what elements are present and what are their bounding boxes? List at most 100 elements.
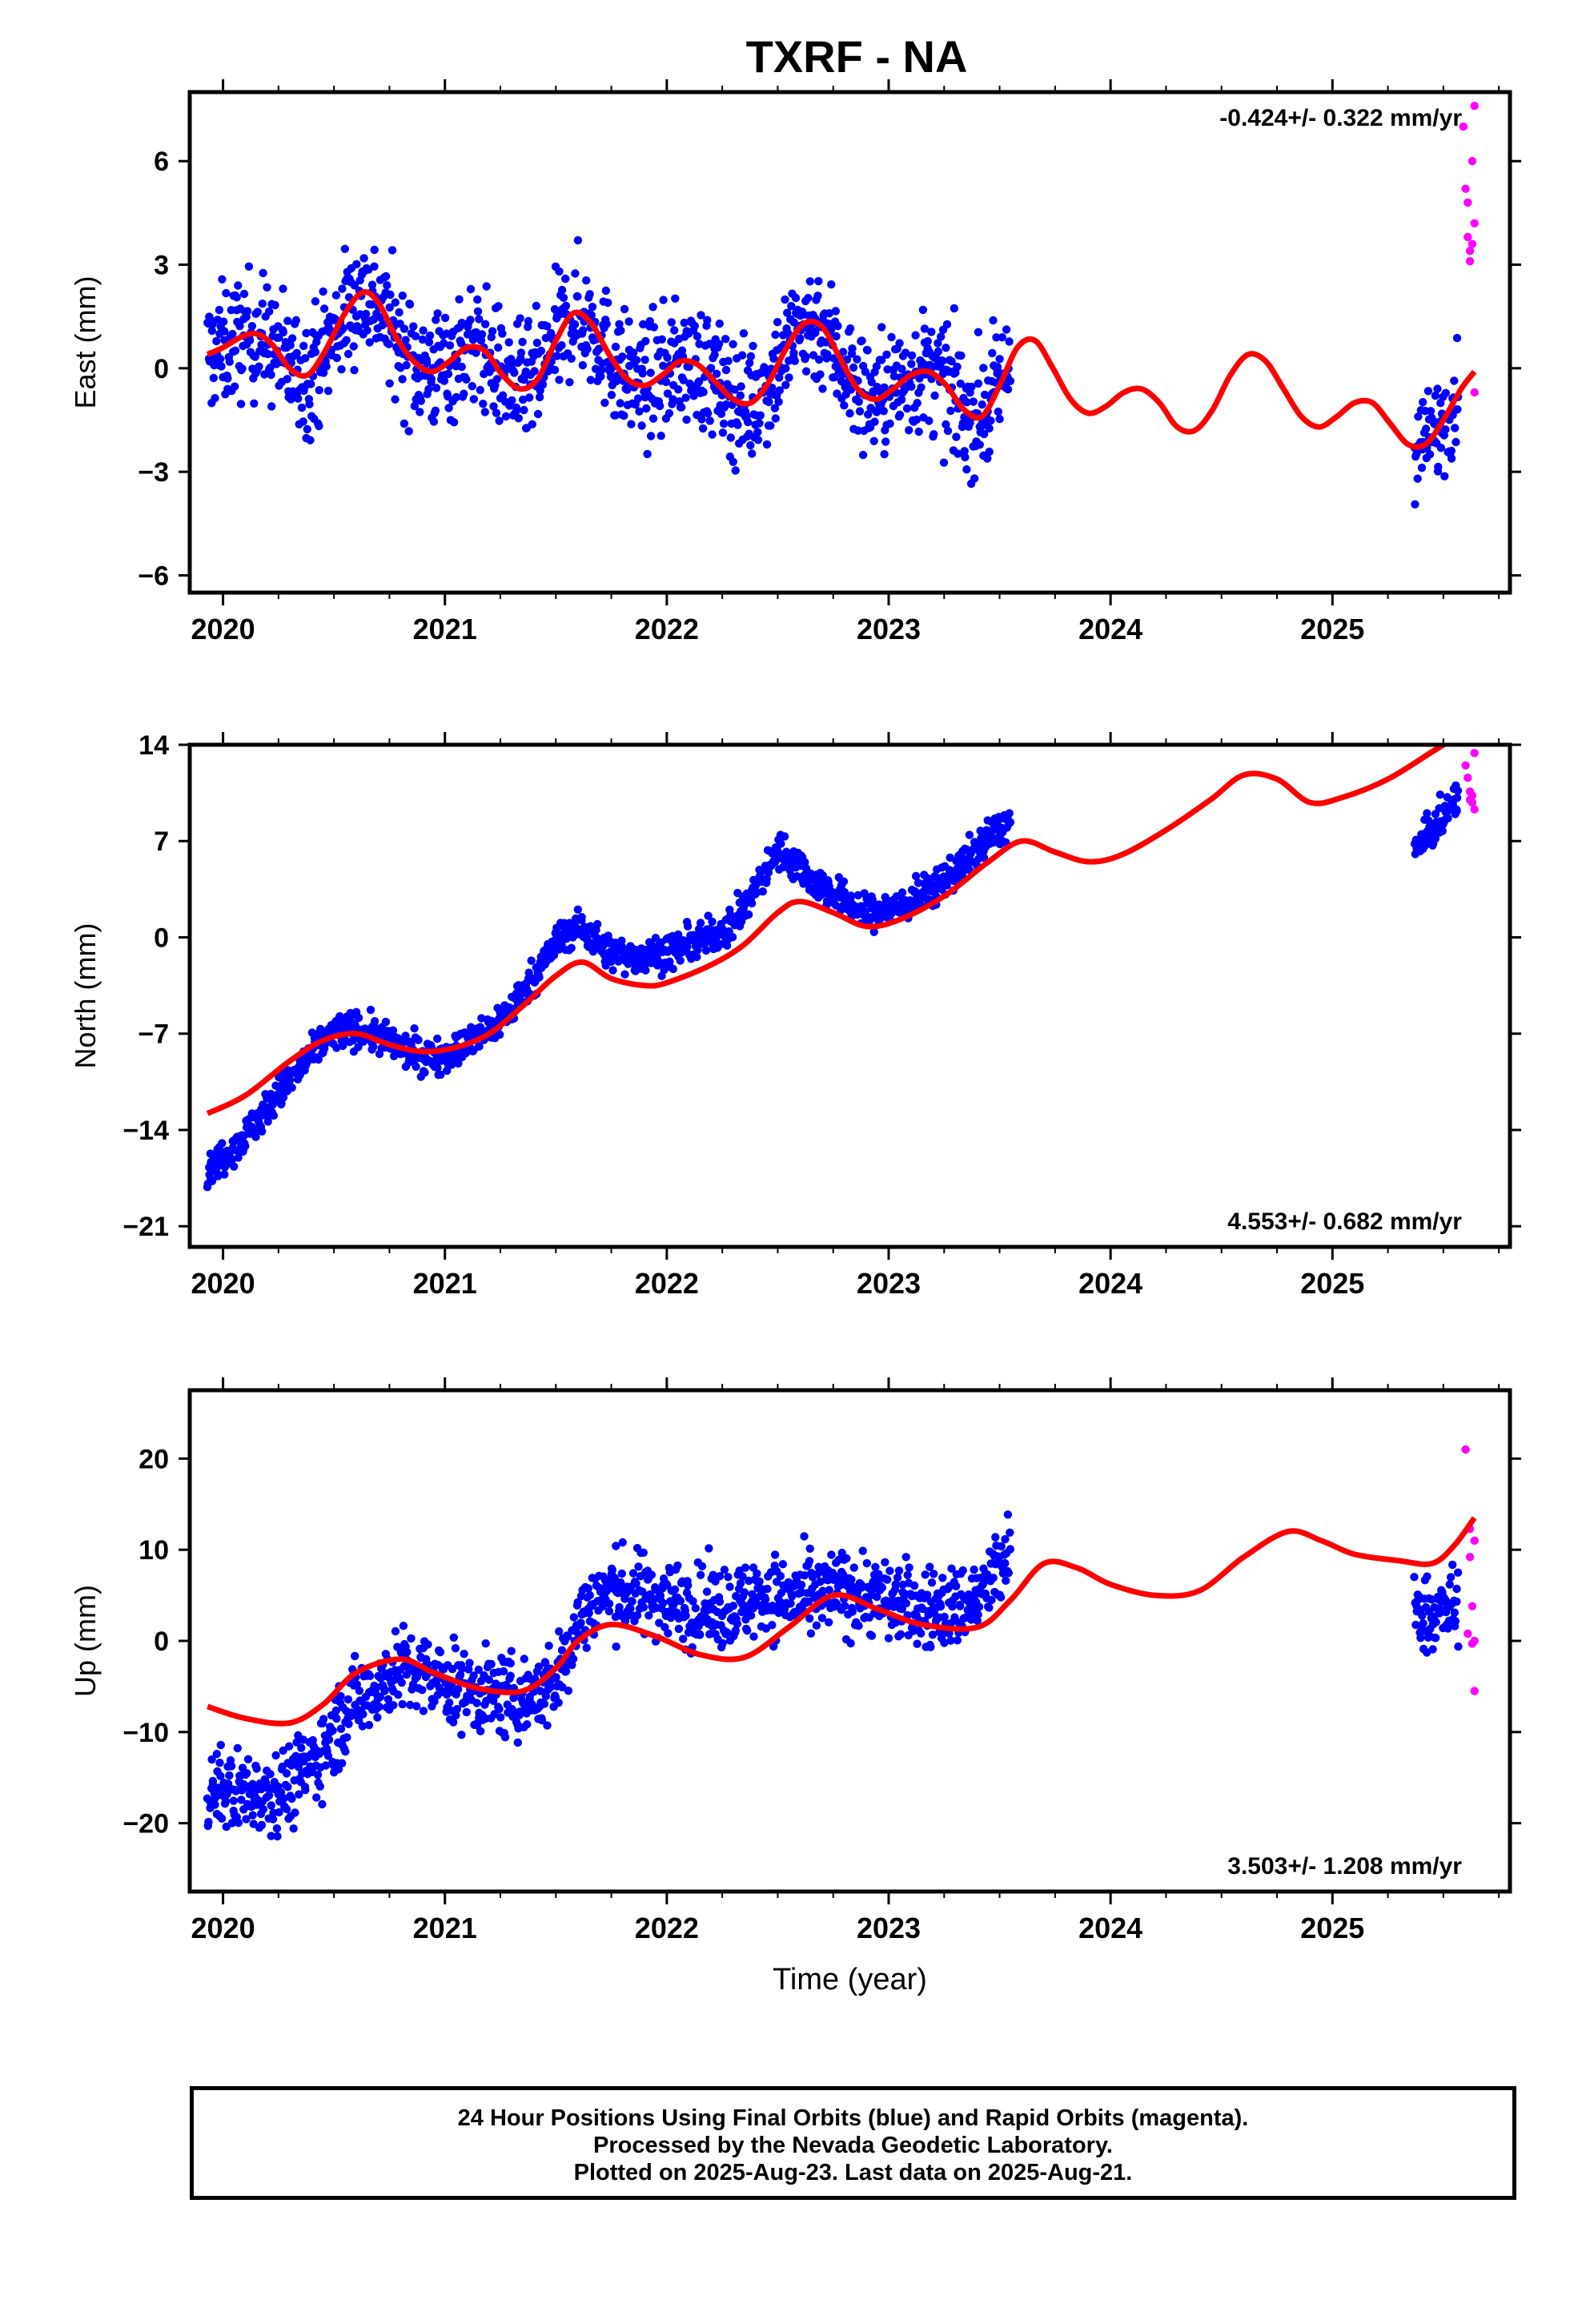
data-point: [573, 905, 582, 915]
data-point: [291, 316, 301, 325]
data-point: [641, 966, 650, 975]
data-point: [301, 354, 310, 363]
data-point: [218, 275, 227, 283]
data-point: [398, 375, 407, 384]
data-point: [689, 1597, 697, 1606]
data-point: [476, 385, 484, 395]
data-point: [519, 395, 528, 404]
data-point: [294, 1763, 303, 1771]
data-point: [737, 351, 747, 360]
data-point: [817, 1614, 827, 1622]
data-point: [496, 1713, 505, 1722]
data-point: [223, 374, 232, 383]
data-point: [729, 340, 737, 348]
data-point: [460, 1650, 468, 1659]
data-point: [245, 336, 255, 345]
data-point: [869, 436, 878, 445]
data-point: [726, 433, 735, 442]
data-point: [753, 1569, 761, 1578]
data-point: [837, 1548, 846, 1558]
data-point: [805, 1614, 814, 1623]
data-point: [500, 1733, 510, 1742]
data-point: [445, 341, 455, 350]
data-point: [359, 254, 368, 263]
data-point: [709, 1570, 717, 1579]
x-tick-label: 2022: [635, 613, 699, 645]
data-point: [364, 1720, 374, 1730]
data-point: [315, 421, 323, 431]
data-point: [343, 1695, 353, 1704]
data-point: [787, 302, 796, 311]
data-point: [1433, 384, 1442, 393]
data-point: [601, 286, 611, 296]
data-point: [1450, 376, 1459, 385]
data-point: [564, 1632, 572, 1641]
data-point: [561, 301, 571, 311]
data-point: [710, 350, 719, 360]
data-point: [756, 411, 765, 420]
data-point: [957, 351, 966, 360]
data-point: [768, 384, 777, 392]
data-point: [250, 399, 259, 408]
data-point: [825, 309, 834, 318]
data-point: [382, 271, 391, 281]
data-point: [1434, 462, 1443, 472]
data-point: [771, 330, 780, 340]
data-point: [610, 1574, 620, 1582]
data-point: [708, 917, 717, 927]
data-point: [761, 1595, 770, 1604]
data-point: [839, 877, 849, 887]
data-point: [391, 395, 400, 404]
data-point: [639, 1548, 648, 1558]
data-point: [257, 340, 266, 349]
data-point: [209, 373, 218, 383]
data-point: [234, 1819, 243, 1827]
data-point: [665, 408, 674, 418]
data-point: [543, 1721, 552, 1730]
data-point: [518, 337, 527, 347]
data-point: [697, 415, 706, 424]
data-point: [722, 941, 732, 950]
data-point: [829, 1570, 838, 1579]
rapid-point: [1464, 774, 1472, 782]
data-point: [339, 1041, 347, 1051]
data-point: [604, 298, 612, 308]
data-point: [432, 316, 440, 324]
data-point: [861, 907, 870, 917]
data-point: [769, 354, 778, 363]
data-point: [770, 404, 780, 412]
data-point: [857, 1583, 865, 1592]
data-point: [697, 1562, 707, 1571]
data-point: [479, 400, 488, 408]
data-point: [501, 412, 511, 421]
data-point: [1428, 1645, 1437, 1654]
data-point: [945, 1629, 954, 1638]
data-point: [306, 436, 315, 444]
data-point: [928, 1630, 938, 1639]
data-point: [449, 418, 459, 427]
rapid-orbit-points: [1459, 102, 1479, 397]
footer-box: 24 Hour Positions Using Final Orbits (bl…: [190, 2086, 1516, 2200]
data-point: [993, 363, 1002, 372]
data-point: [253, 308, 262, 316]
data-point: [858, 1546, 867, 1555]
data-point: [567, 354, 576, 363]
data-point: [449, 1718, 458, 1727]
data-point: [512, 405, 521, 415]
data-point: [232, 293, 241, 302]
data-point: [777, 839, 785, 848]
data-point: [693, 952, 701, 962]
data-point: [1452, 806, 1461, 815]
data-point: [1426, 407, 1435, 416]
data-point: [373, 1713, 382, 1722]
data-point: [616, 326, 625, 335]
data-point: [525, 393, 534, 402]
data-point: [375, 1703, 383, 1711]
data-point: [877, 1583, 887, 1592]
x-tick-label: 2020: [191, 1267, 255, 1300]
data-point: [267, 1831, 275, 1840]
data-point: [410, 401, 420, 411]
rapid-point: [1464, 232, 1472, 242]
data-point: [584, 1609, 593, 1618]
data-point: [1006, 1528, 1014, 1538]
